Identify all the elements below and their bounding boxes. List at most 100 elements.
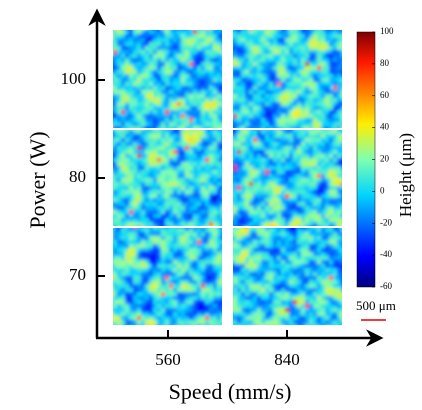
map-cell: [301, 146, 306, 151]
map-cell: [341, 174, 346, 179]
map-cell: [281, 110, 286, 115]
map-cell: [157, 296, 162, 301]
map-cell: [137, 30, 142, 35]
map-cell: [141, 78, 146, 83]
map-cell: [341, 38, 346, 43]
map-cell: [109, 194, 114, 199]
map-cell: [109, 268, 114, 273]
map-cell: [173, 186, 178, 191]
map-cell: [209, 194, 214, 199]
map-cell: [185, 214, 190, 219]
map-cell: [177, 312, 182, 317]
map-cell: [169, 166, 174, 171]
map-cell: [297, 222, 302, 227]
map-cell: [153, 54, 158, 59]
map-cell: [217, 158, 222, 163]
map-cell: [141, 240, 146, 245]
map-cell: [237, 190, 242, 195]
map-cell: [285, 218, 290, 223]
map-cell: [189, 288, 194, 293]
map-cell: [293, 316, 298, 321]
map-cell: [153, 324, 158, 329]
map-cell: [233, 98, 238, 103]
map-cell: [253, 248, 258, 253]
map-cell: [229, 142, 234, 147]
map-cell: [257, 150, 262, 155]
map-cell: [333, 38, 338, 43]
map-cell: [209, 248, 214, 253]
map-cell: [317, 198, 322, 203]
map-cell: [221, 198, 226, 203]
map-cell: [177, 126, 182, 131]
map-cell: [337, 154, 342, 159]
map-cell: [193, 38, 198, 43]
map-cell: [333, 58, 338, 63]
map-cell: [161, 114, 166, 119]
map-cell: [329, 82, 334, 87]
map-cell: [173, 324, 178, 329]
map-cell: [241, 154, 246, 159]
map-cell: [173, 110, 178, 115]
map-cell: [265, 130, 270, 135]
map-cell: [301, 178, 306, 183]
map-cell: [233, 126, 238, 131]
map-cell: [181, 308, 186, 313]
map-cell: [265, 222, 270, 227]
map-cell: [129, 324, 134, 329]
map-cell: [253, 122, 258, 127]
map-cell: [153, 190, 158, 195]
map-cell: [201, 58, 206, 63]
map-cell: [153, 162, 158, 167]
map-cell: [201, 248, 206, 253]
map-cell: [309, 260, 314, 265]
map-cell: [245, 154, 250, 159]
map-cell: [253, 74, 258, 79]
map-cell: [137, 126, 142, 131]
map-cell: [129, 276, 134, 281]
map-cell: [189, 260, 194, 265]
map-cell: [125, 78, 130, 83]
map-cell: [145, 182, 150, 187]
map-cell: [193, 166, 198, 171]
map-cell: [205, 268, 210, 273]
map-cell: [245, 206, 250, 211]
map-cell: [305, 70, 310, 75]
map-cell: [173, 98, 178, 103]
map-cell: [121, 222, 126, 227]
map-cell: [197, 174, 202, 179]
map-cell: [321, 30, 326, 35]
map-cell: [269, 268, 274, 273]
map-cell: [301, 154, 306, 159]
map-cell: [213, 58, 218, 63]
map-cell: [157, 252, 162, 257]
map-cell: [257, 146, 262, 151]
map-cell: [145, 320, 150, 325]
map-cell: [277, 110, 282, 115]
map-cell: [221, 58, 226, 63]
map-cell: [289, 46, 294, 51]
map-cell: [213, 118, 218, 123]
map-cell: [317, 66, 322, 71]
map-cell: [285, 78, 290, 83]
map-cell: [181, 42, 186, 47]
map-cell: [289, 78, 294, 83]
map-cell: [317, 244, 322, 249]
map-cell: [229, 54, 234, 59]
map-cell: [225, 308, 230, 313]
map-cell: [137, 34, 142, 39]
map-cell: [173, 244, 178, 249]
map-cell: [201, 236, 206, 241]
map-cell: [329, 66, 334, 71]
map-cell: [237, 222, 242, 227]
map-cell: [173, 308, 178, 313]
map-cell: [141, 268, 146, 273]
map-cell: [137, 236, 142, 241]
map-cell: [113, 236, 118, 241]
map-cell: [149, 86, 154, 91]
map-cell: [301, 102, 306, 107]
map-cell: [297, 202, 302, 207]
map-cell: [313, 328, 318, 333]
map-cell: [289, 276, 294, 281]
map-cell: [149, 158, 154, 163]
map-cell: [169, 110, 174, 115]
